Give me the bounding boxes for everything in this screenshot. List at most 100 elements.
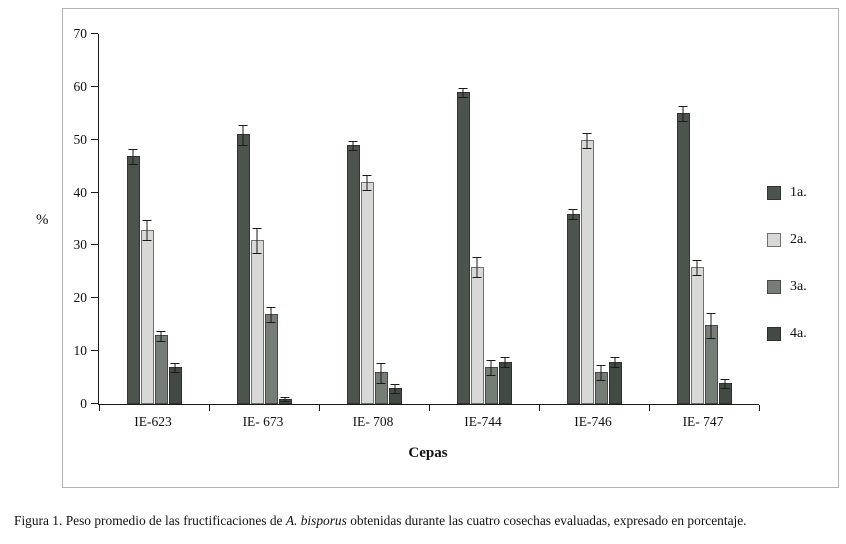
x-axis-tick (318, 405, 320, 411)
bar (154, 331, 168, 404)
error-bar-cap (252, 227, 262, 229)
error-bar-cap (156, 331, 166, 333)
y-axis-title: % (36, 212, 49, 228)
error-bar-cap (142, 220, 152, 222)
error-bar-cap (610, 357, 620, 359)
error-bar-cap (238, 124, 248, 126)
y-axis-tick-label: 20 (73, 290, 88, 306)
bar-group (346, 34, 402, 404)
error-bar-cap (266, 307, 276, 309)
y-axis-tick (91, 297, 98, 299)
legend-label: 4a. (790, 326, 807, 341)
error-bar (486, 360, 496, 376)
error-bar-stem (600, 366, 602, 381)
bar (676, 106, 690, 404)
bar-group (566, 34, 622, 404)
bar (690, 259, 704, 404)
error-bar-cap (678, 106, 688, 108)
bar-group (236, 34, 292, 404)
bar (264, 307, 278, 404)
bar (594, 365, 608, 404)
y-axis-tick (91, 350, 98, 352)
error-bar-stem (476, 258, 478, 278)
error-bar-stem (146, 221, 148, 241)
error-bar (142, 220, 152, 242)
error-bar (458, 87, 468, 99)
legend-item: 4a. (767, 326, 807, 342)
error-bar-cap (582, 147, 592, 149)
error-bar-stem (572, 210, 574, 219)
bar (374, 362, 388, 404)
error-bar (692, 259, 702, 276)
error-bar-cap (376, 362, 386, 364)
legend: 1a. 2a. 3a. 4a. (767, 185, 807, 342)
y-axis-tick (91, 85, 98, 87)
x-axis-title: Cepas (408, 445, 448, 461)
error-bar-cap (390, 393, 400, 395)
legend-item: 3a. (767, 279, 807, 295)
error-bar-cap (500, 357, 510, 359)
y-axis-tick (91, 191, 98, 193)
error-bar-cap (390, 383, 400, 385)
y-axis-tick-label: 50 (73, 131, 88, 147)
error-bar-cap (362, 189, 372, 191)
x-axis-tick (758, 405, 760, 411)
bar (278, 397, 292, 404)
error-bar-cap (582, 132, 592, 134)
bar (168, 362, 182, 404)
error-bar (238, 124, 248, 147)
bar (484, 360, 498, 404)
error-bar-stem (242, 125, 244, 146)
bar-groups (99, 34, 759, 404)
error-bar (376, 362, 386, 384)
bar (456, 87, 470, 404)
error-bar (348, 140, 358, 152)
bar (250, 227, 264, 404)
bar (126, 148, 140, 404)
error-bar (128, 148, 138, 165)
figure-box: 0 10 20 30 40 50 60 70 IE-623 IE- 673 IE- 708 IE-7… (62, 8, 839, 488)
error-bar-stem (710, 313, 712, 338)
error-bar (582, 132, 592, 149)
x-axis-tick (538, 405, 540, 411)
x-axis-tick (428, 405, 430, 411)
error-bar-stem (586, 133, 588, 148)
error-bar-cap (568, 209, 578, 211)
error-bar-cap (238, 145, 248, 147)
legend-swatch (767, 186, 781, 200)
bar-group (126, 34, 182, 404)
error-bar-cap (280, 401, 290, 403)
error-bar-cap (500, 367, 510, 368)
x-axis-label: IE-746 (574, 414, 612, 429)
error-bar-stem (380, 363, 382, 383)
bar-group (456, 34, 512, 404)
y-axis-tick-label: 0 (80, 396, 87, 411)
error-bar-cap (472, 277, 482, 279)
caption-text-suffix: obtenidas durante las cuatro cosechas ev… (346, 513, 747, 528)
error-bar-stem (160, 332, 162, 341)
error-bar-stem (270, 308, 272, 323)
error-bar-stem (352, 141, 354, 151)
error-bar-cap (472, 257, 482, 259)
legend-swatch (767, 327, 781, 341)
bar (140, 220, 154, 404)
error-bar (706, 312, 716, 339)
error-bar-cap (348, 140, 358, 142)
error-bar-cap (128, 148, 138, 150)
bar (360, 175, 374, 404)
error-bar-cap (596, 365, 606, 367)
error-bar-cap (142, 240, 152, 242)
bar (236, 124, 250, 404)
error-bar-stem (504, 358, 506, 367)
error-bar-cap (706, 312, 716, 314)
error-bar-stem (614, 358, 616, 367)
error-bar-cap (486, 374, 496, 376)
x-axis-tick (98, 405, 100, 411)
error-bar-cap (128, 163, 138, 165)
error-bar (610, 357, 620, 368)
plot-area: 0 10 20 30 40 50 60 70 (74, 26, 760, 411)
caption-text-prefix: Figura 1. Peso promedio de las fructific… (14, 513, 286, 528)
legend-label: 3a. (790, 279, 807, 294)
error-bar-cap (348, 150, 358, 152)
